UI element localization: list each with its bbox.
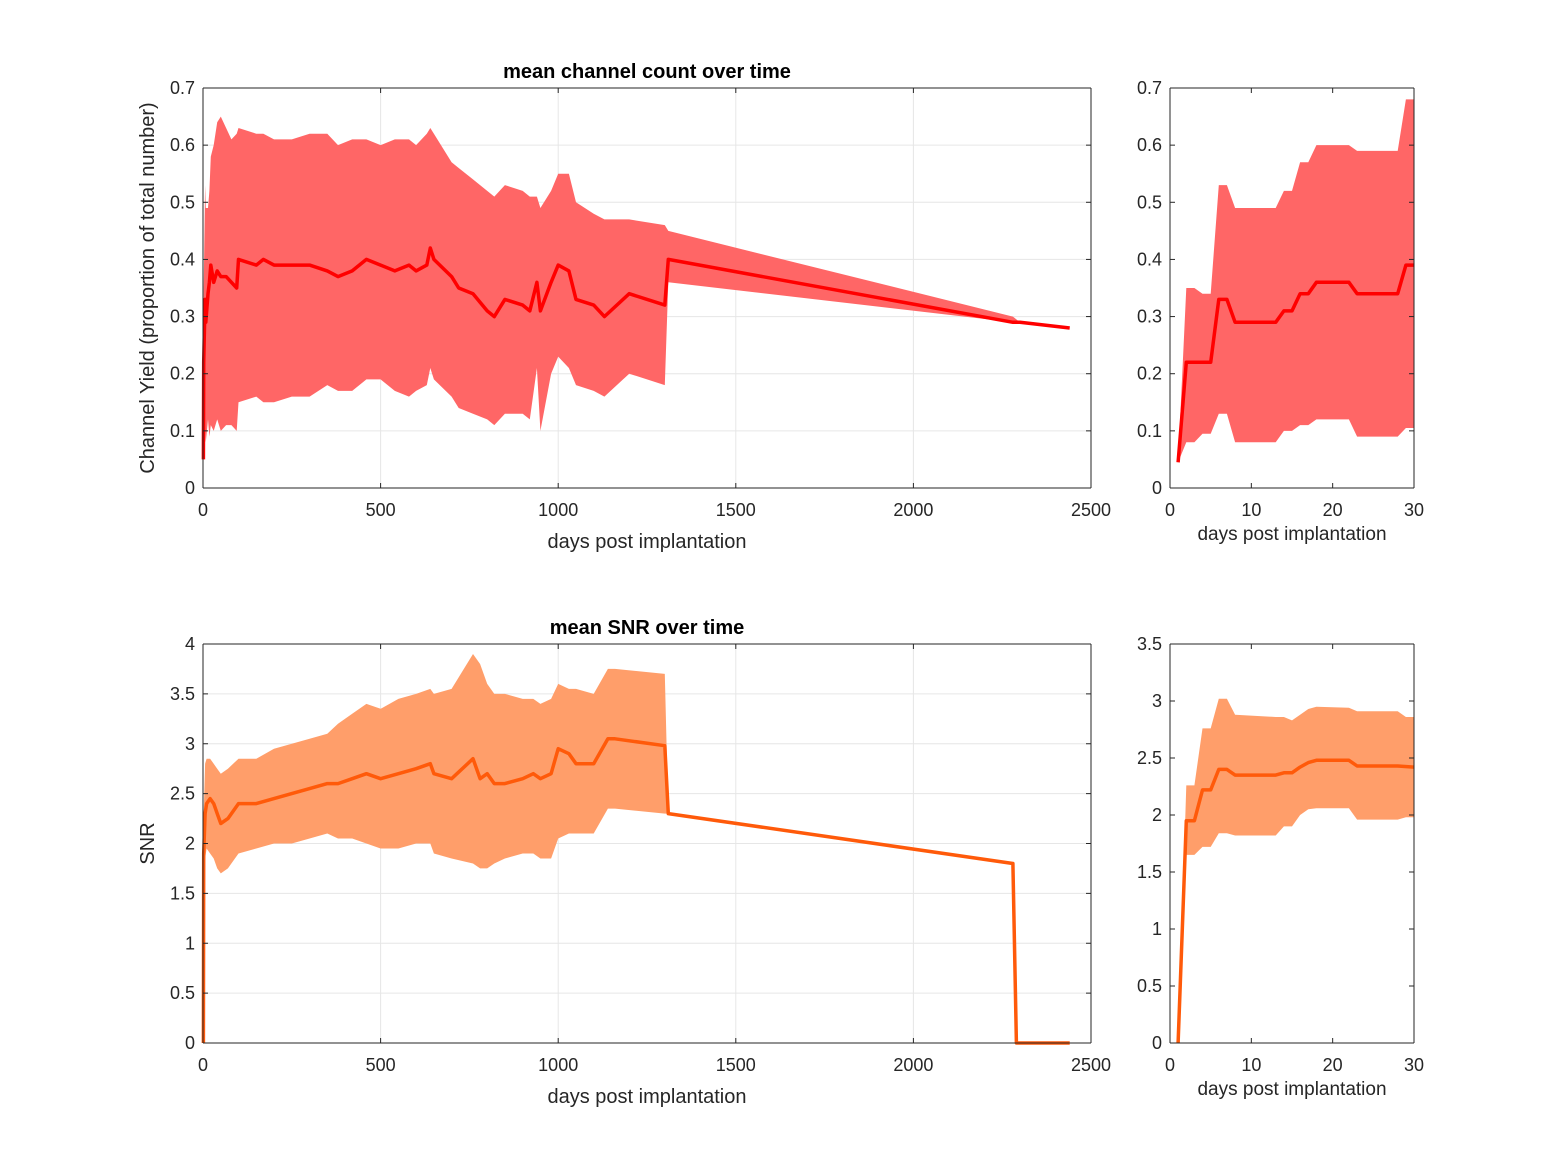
y-tick-label: 0.6	[170, 135, 195, 155]
y-tick-label: 0.7	[170, 78, 195, 98]
yield-main-axes: 0 500 1000 1500 2000 2500 0 0.1 0.2 0.3 0.4 0.5 0.6 0…	[137, 61, 1111, 553]
mean-line	[1176, 758, 1415, 1044]
y-tick-label: 0.3	[170, 307, 195, 327]
y-tick-label: 0	[1152, 1033, 1162, 1053]
confidence-band	[1178, 99, 1414, 463]
x-tick-label: 1500	[716, 1055, 756, 1075]
x-tick-label: 30	[1404, 1055, 1424, 1075]
y-tick-label: 4	[185, 634, 195, 654]
yield-zoom-axes: 0 10 20 30 0 0.1 0.2 0.3 0.4 0.5 0.6 0.7 days post i…	[1137, 78, 1424, 545]
x-tick-label: 1000	[538, 1055, 578, 1075]
y-tick-label: 1	[185, 933, 195, 953]
y-tick-label: 0.4	[170, 249, 195, 269]
y-tick-label: 3	[185, 734, 195, 754]
y-tick-label: 3.5	[1137, 634, 1162, 654]
confidence-band	[203, 654, 1070, 1043]
y-tick-label: 0.1	[170, 421, 195, 441]
snr-main-axes: 0 500 1000 1500 2000 2500 0 0.5 1 1.5 2 2.5 3 3.5 4 day…	[137, 617, 1111, 1108]
y-tick-label: 0.6	[1137, 135, 1162, 155]
x-tick-label: 0	[198, 1055, 208, 1075]
y-tick-label: 0.5	[1137, 192, 1162, 212]
x-tick-label: 10	[1241, 1055, 1261, 1075]
x-axis-label: days post implantation	[1197, 1079, 1386, 1100]
mean-line	[201, 246, 1070, 460]
y-tick-label: 1.5	[170, 883, 195, 903]
y-tick-label: 1	[1152, 919, 1162, 939]
x-axis-label: days post implantation	[547, 1086, 746, 1108]
y-tick-label: 2.5	[1137, 748, 1162, 768]
y-tick-label: 2	[185, 834, 195, 854]
snr-zoom-axes: 0 10 20 30 0 0.5 1 1.5 2 2.5 3 3.5 days post implant…	[1137, 634, 1424, 1100]
x-axis-label: days post implantation	[547, 531, 746, 553]
y-tick-label: 0.4	[1137, 249, 1162, 269]
x-tick-label: 1500	[716, 500, 756, 520]
x-tick-label: 500	[366, 500, 396, 520]
confidence-band	[203, 116, 1070, 460]
y-tick-label: 2	[1152, 805, 1162, 825]
x-tick-label: 2000	[893, 1055, 933, 1075]
x-tick-label: 30	[1404, 500, 1424, 520]
y-tick-label: 0.2	[170, 364, 195, 384]
x-tick-label: 500	[366, 1055, 396, 1075]
x-tick-label: 20	[1323, 1055, 1343, 1075]
y-tick-label: 3.5	[170, 684, 195, 704]
y-axis-label: Channel Yield (proportion of total numbe…	[137, 102, 159, 473]
y-tick-label: 1.5	[1137, 862, 1162, 882]
y-tick-label: 0.2	[1137, 364, 1162, 384]
x-tick-label: 1000	[538, 500, 578, 520]
x-tick-label: 2500	[1071, 1055, 1111, 1075]
x-tick-label: 0	[198, 500, 208, 520]
y-tick-label: 0.3	[1137, 307, 1162, 327]
y-tick-label: 3	[1152, 691, 1162, 711]
chart-title: mean SNR over time	[550, 617, 745, 639]
y-axis-label: SNR	[137, 822, 159, 864]
x-tick-label: 10	[1241, 500, 1261, 520]
y-tick-label: 0	[185, 1033, 195, 1053]
mean-line	[1176, 263, 1414, 463]
chart-title: mean channel count over time	[503, 61, 791, 83]
x-tick-label: 2000	[893, 500, 933, 520]
y-tick-label: 0.5	[170, 192, 195, 212]
x-tick-label: 2500	[1071, 500, 1111, 520]
y-tick-label: 0	[185, 478, 195, 498]
x-tick-label: 0	[1165, 500, 1175, 520]
y-tick-label: 0	[1152, 478, 1162, 498]
y-tick-label: 0.7	[1137, 78, 1162, 98]
confidence-band	[1178, 698, 1414, 1043]
x-tick-label: 0	[1165, 1055, 1175, 1075]
x-axis-label: days post implantation	[1197, 524, 1386, 545]
y-tick-label: 0.5	[170, 983, 195, 1003]
y-tick-label: 2.5	[170, 784, 195, 804]
y-tick-label: 0.5	[1137, 976, 1162, 996]
y-tick-label: 0.1	[1137, 421, 1162, 441]
x-tick-label: 20	[1323, 500, 1343, 520]
mean-line	[201, 737, 1070, 1045]
